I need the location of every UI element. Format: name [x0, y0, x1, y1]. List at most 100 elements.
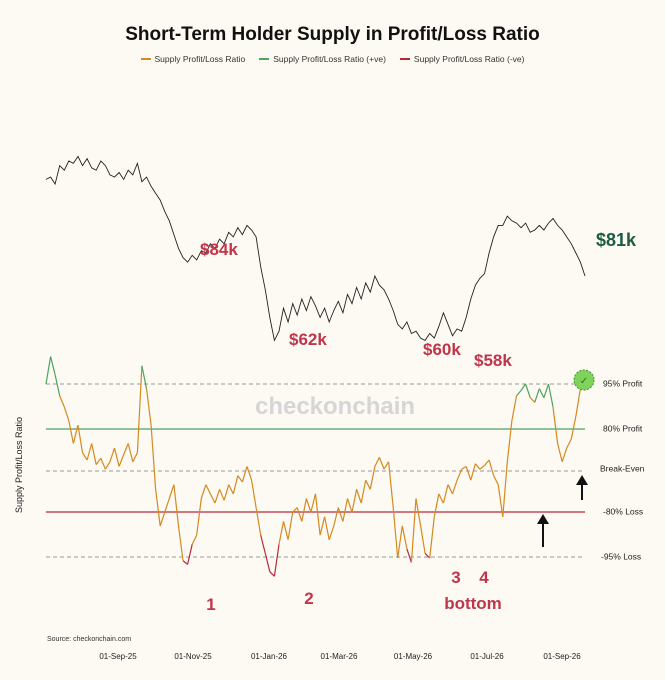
ratio-segment — [374, 457, 380, 467]
ratio-segment-negative — [264, 553, 271, 572]
arrow-up-icon-2 — [576, 475, 588, 500]
ratio-segment — [401, 525, 408, 549]
ratio-segment-positive — [45, 356, 52, 385]
ratio-segment-negative — [269, 571, 275, 577]
bottom-annotation-bottom: bottom — [444, 594, 502, 613]
legend-swatch-negative — [399, 58, 410, 60]
ratio-segment — [465, 466, 472, 481]
ratio-segment-positive — [50, 356, 56, 375]
ratio-segment — [570, 415, 577, 440]
ratio-segment — [118, 454, 125, 467]
ratio-segment — [155, 489, 161, 526]
ratio-segment — [511, 395, 518, 421]
bottom-annotation-4: 4 — [479, 568, 489, 587]
ratio-segment — [191, 534, 198, 545]
ratio-segment-negative — [182, 560, 188, 565]
ratio-segment — [305, 498, 312, 513]
ratio-segment — [72, 425, 79, 444]
ratio-segment — [301, 498, 307, 522]
price-annotation-58k: $58k — [474, 351, 512, 370]
ratio-segment-positive — [525, 383, 531, 398]
ratio-segment — [461, 465, 467, 470]
ratio-segment — [310, 493, 317, 513]
check-mark: ✓ — [580, 376, 588, 387]
ratio-segment — [433, 493, 440, 517]
ref-label-95-profit: 95% Profit — [603, 378, 643, 388]
ratio-segment — [392, 507, 399, 559]
ratio-segment — [566, 438, 572, 449]
x-axis: 01-Sep-25 01-Nov-25 01-Jan-26 01-Mar-26 01-M… — [99, 652, 581, 661]
ratio-segment — [63, 406, 70, 421]
ratio-segment-negative — [187, 544, 193, 565]
ratio-segment — [438, 493, 444, 504]
ratio-segment — [91, 443, 97, 465]
ratio-segment — [474, 463, 481, 470]
ratio-segment — [132, 452, 138, 463]
ratio-segment — [378, 457, 385, 470]
ratio-segment — [447, 484, 454, 495]
ratio-segment — [351, 489, 358, 513]
price-annotation-81k: $81k — [596, 230, 637, 250]
ratio-segment — [287, 512, 294, 540]
ratio-segment-negative — [273, 544, 280, 577]
ratio-segment — [150, 425, 157, 490]
check-circle-icon: ✓ — [573, 369, 595, 391]
ratio-segment — [278, 521, 285, 545]
ratio-segment — [205, 484, 211, 495]
ratio-segment — [502, 461, 508, 517]
ratio-segment — [552, 406, 559, 444]
ratio-segment — [136, 365, 143, 453]
arrow-up-icon — [537, 514, 549, 547]
legend-item-negative: Supply Profit/Loss Ratio (-ve) — [399, 54, 524, 64]
ratio-segment — [214, 489, 221, 504]
ratio-segment — [168, 484, 175, 499]
bottom-annotation-3: 3 — [451, 568, 460, 587]
ratio-segment — [159, 512, 166, 527]
ratio-segment — [177, 525, 184, 561]
x-tick-label: 01-Mar-26 — [321, 652, 358, 661]
ref-label-break-even: Break-Even — [600, 463, 645, 473]
ratio-segment — [237, 475, 243, 483]
ratio-segment — [127, 443, 134, 462]
ratio-segment — [123, 443, 129, 455]
ratio-segment-positive — [543, 383, 550, 398]
legend-label-ratio: Supply Profit/Loss Ratio — [154, 54, 246, 64]
ratio-segment — [346, 498, 353, 513]
x-tick-label: 01-Jan-26 — [251, 652, 288, 661]
ratio-segment — [337, 507, 344, 522]
ratio-segment — [241, 466, 248, 483]
ratio-segment — [479, 465, 485, 470]
ratio-segment — [173, 484, 180, 526]
price-annotation-60k: $60k — [423, 340, 461, 359]
legend-swatch-positive — [259, 58, 270, 60]
ratio-segment — [223, 484, 230, 501]
ratio-segment — [209, 493, 216, 504]
ratio-segment — [415, 498, 422, 526]
legend-label-positive: Supply Profit/Loss Ratio (+ve) — [273, 54, 386, 64]
watermark: checkonchain — [255, 393, 415, 420]
ratio-segment — [429, 516, 435, 559]
bottom-annotation-2: 2 — [304, 589, 313, 608]
ratio-segment — [319, 516, 326, 536]
price-annotation-62k: $62k — [289, 330, 327, 349]
ratio-segment — [388, 461, 394, 508]
legend-swatch-ratio — [140, 58, 151, 60]
chart-title: Short-Term Holder Supply in Profit/Loss … — [125, 24, 540, 45]
price-line — [45, 155, 586, 342]
ratio-segment — [420, 525, 426, 554]
y-axis-label: Supply Profit/Loss Ratio — [14, 417, 24, 513]
ratio-segment-negative — [424, 552, 431, 559]
ratio-segment — [164, 498, 170, 513]
ratio-segment — [488, 459, 495, 476]
bottom-annotation-1: 1 — [206, 595, 215, 614]
ratio-segment — [145, 388, 152, 426]
ratio-segment — [561, 447, 568, 462]
ratio-segment — [314, 493, 321, 536]
ratio-segment — [557, 443, 563, 462]
ratio-segment — [383, 461, 390, 470]
ratio-segment-positive — [520, 383, 527, 391]
ratio-series — [45, 356, 586, 577]
ratio-segment — [246, 466, 253, 481]
ratio-segment — [506, 420, 513, 462]
ratio-segment-negative — [406, 548, 412, 563]
